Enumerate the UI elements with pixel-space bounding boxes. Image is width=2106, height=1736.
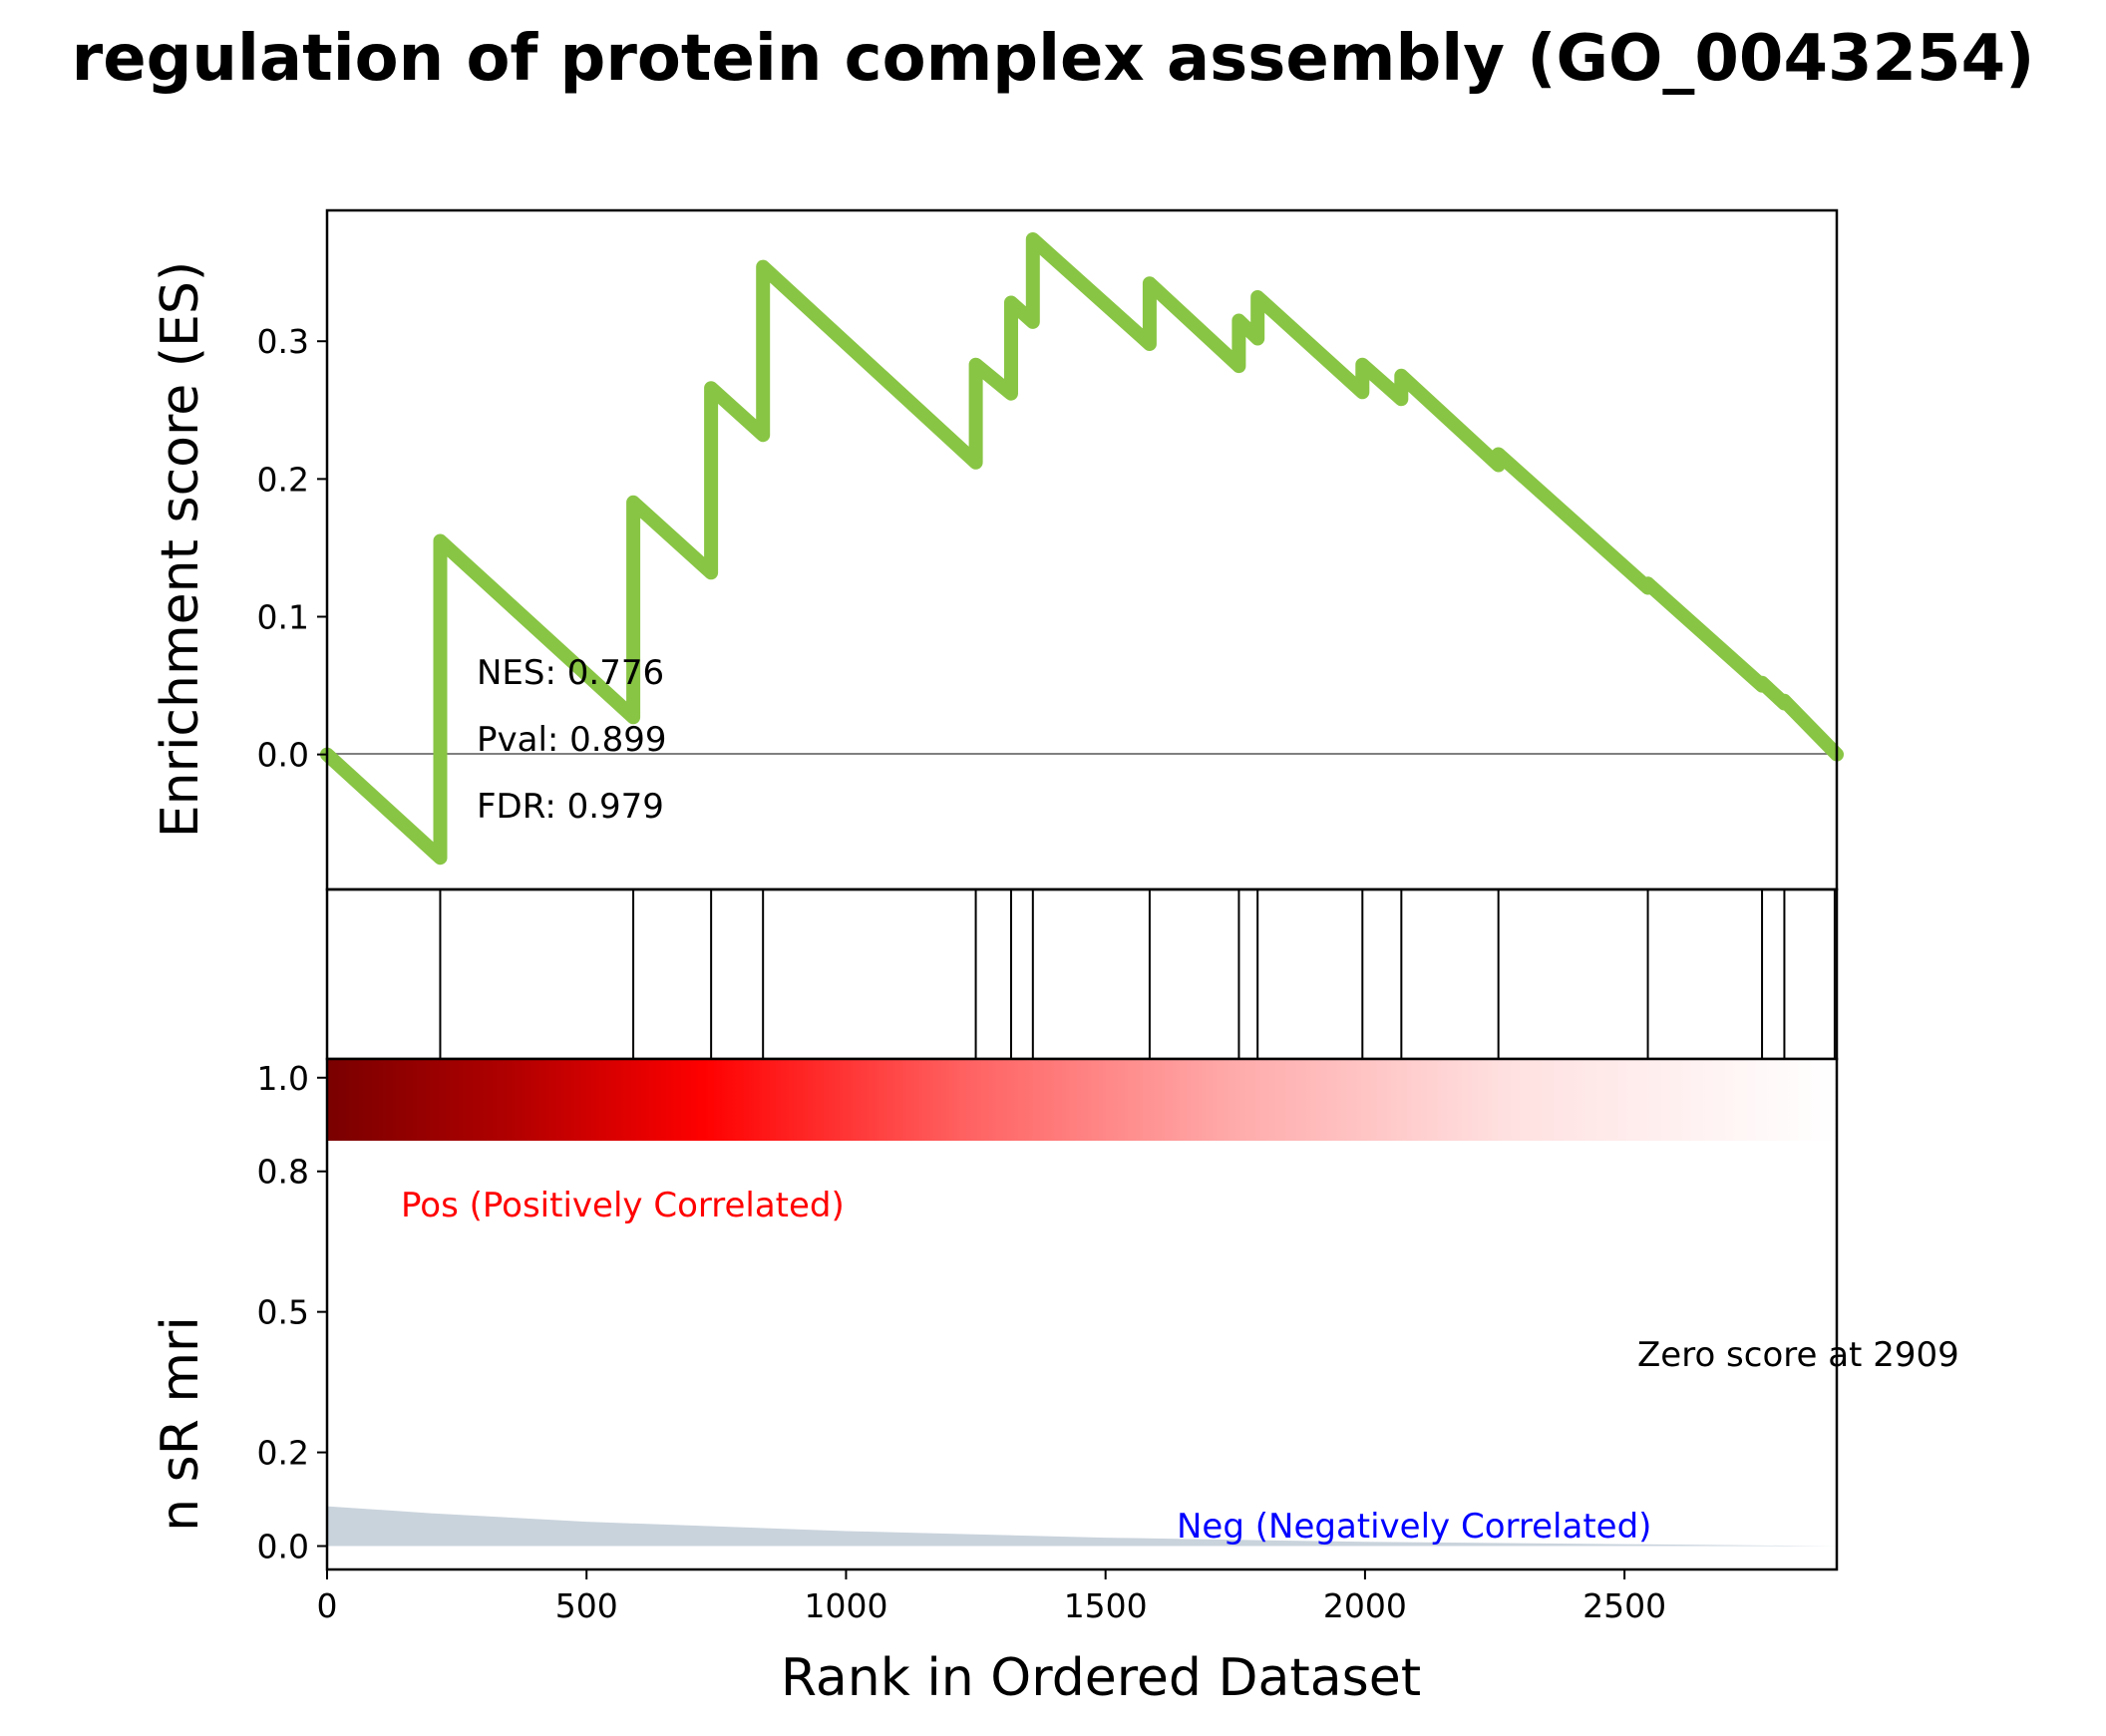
fdr-label: FDR: 0.979 <box>477 787 664 827</box>
x-axis-ticks: 0 500 1000 1500 2000 2500 <box>317 1569 1666 1625</box>
y-axis-ticks: 0.0 0.1 0.2 0.3 <box>257 322 327 775</box>
pos-correlated-label: Pos (Positively Correlated) <box>401 1186 845 1225</box>
x-tick-label: 1000 <box>804 1586 887 1625</box>
x-tick-label: 2500 <box>1582 1586 1666 1625</box>
y-axis-label: Enrichment score (ES) <box>151 261 210 838</box>
ranked-panel-frame <box>325 1057 1839 1571</box>
x-tick-label: 2000 <box>1323 1586 1407 1625</box>
x-tick-label: 500 <box>555 1586 618 1625</box>
lower-y-tick-label: 0.5 <box>257 1293 309 1332</box>
lower-y-axis-label: n sR mri <box>151 1316 210 1532</box>
neg-correlated-label: Neg (Negatively Correlated) <box>1177 1507 1651 1547</box>
nes-label: NES: 0.776 <box>477 653 664 693</box>
x-axis-label: Rank in Ordered Dataset <box>781 1648 1421 1708</box>
rank-color-bar <box>327 1060 1837 1141</box>
lower-y-tick-label: 0.0 <box>257 1528 309 1566</box>
running-es-series <box>320 232 1844 866</box>
y-tick-label: 0.1 <box>257 597 309 636</box>
x-tick-label: 1500 <box>1064 1586 1148 1625</box>
y-tick-label: 0.2 <box>257 460 309 499</box>
lower-y-tick-label: 1.0 <box>257 1059 309 1098</box>
lower-y-tick-label: 0.8 <box>257 1153 309 1192</box>
lower-y-axis-ticks: 0.0 0.2 0.5 0.8 1.0 <box>257 1059 327 1566</box>
chart-title: regulation of protein complex assembly (… <box>72 22 2035 96</box>
zero-score-label: Zero score at 2909 <box>1637 1335 1959 1375</box>
lower-y-tick-label: 0.2 <box>257 1434 309 1473</box>
ranked-metric-area <box>327 1506 1837 1547</box>
pval-label: Pval: 0.899 <box>477 720 667 760</box>
es-line <box>320 232 1844 866</box>
x-tick-label: 0 <box>317 1586 338 1625</box>
y-tick-label: 0.0 <box>257 736 309 775</box>
gene-hits <box>439 889 1836 1059</box>
y-tick-label: 0.3 <box>257 322 309 361</box>
hits-panel-frame <box>325 887 1839 1061</box>
